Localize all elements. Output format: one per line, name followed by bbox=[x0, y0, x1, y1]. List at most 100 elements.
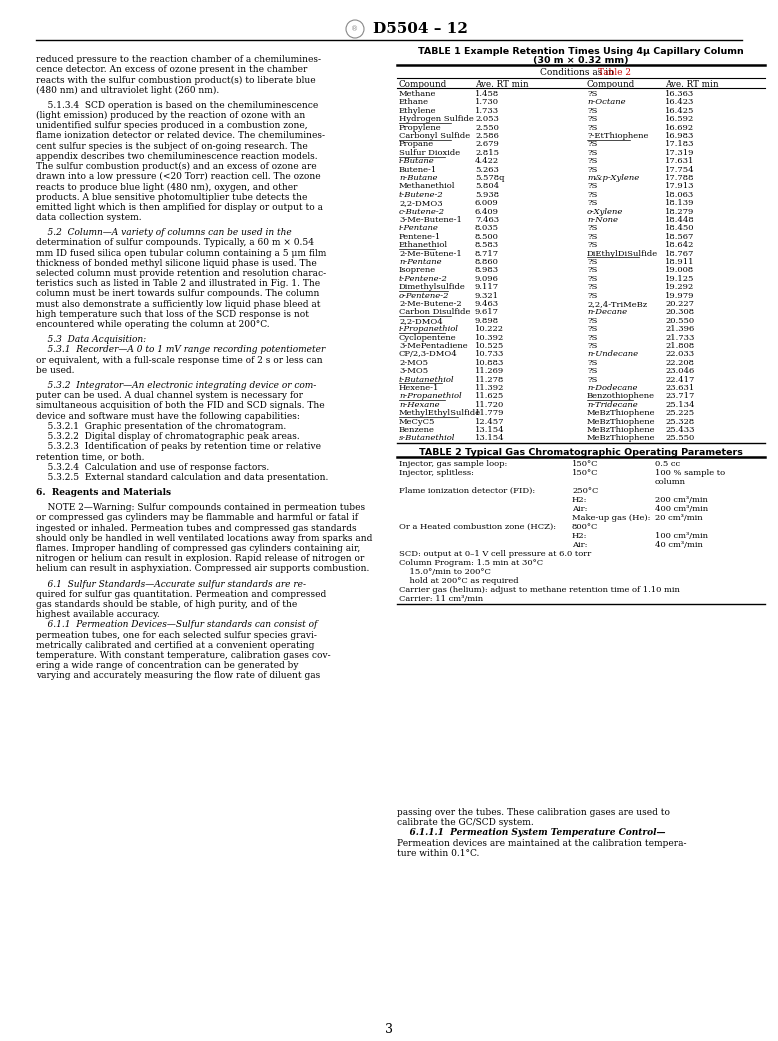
Text: NOTE 2—Warning: Sulfur compounds contained in permeation tubes: NOTE 2—Warning: Sulfur compounds contain… bbox=[36, 503, 365, 512]
Text: or compressed gas cylinders may be flammable and harmful or fatal if: or compressed gas cylinders may be flamm… bbox=[36, 513, 358, 523]
Text: H2:: H2: bbox=[572, 496, 587, 504]
Text: ?S: ?S bbox=[587, 266, 598, 275]
Text: n-Butane: n-Butane bbox=[399, 174, 437, 182]
Text: Compound: Compound bbox=[399, 80, 447, 88]
Text: Injector, splitless:: Injector, splitless: bbox=[399, 468, 474, 477]
Text: Methane: Methane bbox=[399, 90, 436, 98]
Text: 5.938: 5.938 bbox=[475, 191, 499, 199]
Text: 13.154: 13.154 bbox=[475, 426, 505, 434]
Text: ?S: ?S bbox=[587, 191, 598, 199]
Text: varying and accurately measuring the flow rate of diluent gas: varying and accurately measuring the flo… bbox=[36, 671, 321, 681]
Text: ?S: ?S bbox=[587, 116, 598, 123]
Text: Sulfur Dioxide: Sulfur Dioxide bbox=[399, 149, 460, 157]
Text: Injector, gas sample loop:: Injector, gas sample loop: bbox=[399, 460, 507, 467]
Text: 2-MO5: 2-MO5 bbox=[399, 359, 428, 366]
Text: helium can result in asphyxiation. Compressed air supports combustion.: helium can result in asphyxiation. Compr… bbox=[36, 564, 370, 574]
Text: ingested or inhaled. Permeation tubes and compressed gas standards: ingested or inhaled. Permeation tubes an… bbox=[36, 524, 356, 533]
Text: MethylEthylSulfide: MethylEthylSulfide bbox=[399, 409, 481, 417]
Text: products. A blue sensitive photomultiplier tube detects the: products. A blue sensitive photomultipli… bbox=[36, 193, 307, 202]
Text: highest available accuracy.: highest available accuracy. bbox=[36, 610, 159, 619]
Text: n-Octane: n-Octane bbox=[587, 99, 626, 106]
Text: unidentified sulfur species produced in a combustion zone,: unidentified sulfur species produced in … bbox=[36, 121, 307, 130]
Text: 18.063: 18.063 bbox=[665, 191, 694, 199]
Text: i-Pentane: i-Pentane bbox=[399, 225, 439, 232]
Text: 5.3.2  Integrator—An electronic integrating device or com-: 5.3.2 Integrator—An electronic integrati… bbox=[36, 381, 316, 390]
Text: 800°C: 800°C bbox=[572, 523, 598, 531]
Text: Benzene: Benzene bbox=[399, 426, 435, 434]
Text: ?S: ?S bbox=[587, 367, 598, 375]
Text: Isoprene: Isoprene bbox=[399, 266, 436, 275]
Text: calibrate the GC/SCD system.: calibrate the GC/SCD system. bbox=[397, 818, 534, 828]
Text: 2.550: 2.550 bbox=[475, 124, 499, 131]
Text: 2-Me-Butene-1: 2-Me-Butene-1 bbox=[399, 250, 462, 257]
Text: 8.983: 8.983 bbox=[475, 266, 499, 275]
Text: 19.125: 19.125 bbox=[665, 275, 695, 283]
Text: quired for sulfur gas quantitation. Permeation and compressed: quired for sulfur gas quantitation. Perm… bbox=[36, 590, 326, 599]
Text: 250°C: 250°C bbox=[572, 487, 598, 494]
Text: s-Butanethiol: s-Butanethiol bbox=[399, 434, 455, 442]
Text: 9.463: 9.463 bbox=[475, 300, 499, 308]
Text: c-Butene-2: c-Butene-2 bbox=[399, 207, 445, 215]
Text: cent sulfur species is the subject of on-going research. The: cent sulfur species is the subject of on… bbox=[36, 142, 308, 151]
Text: emitted light which is then amplified for display or output to a: emitted light which is then amplified fo… bbox=[36, 203, 323, 211]
Text: MeBzThiophene: MeBzThiophene bbox=[587, 434, 656, 442]
Text: Carbonyl Sulfide: Carbonyl Sulfide bbox=[399, 132, 470, 139]
Text: MeCyC5: MeCyC5 bbox=[399, 417, 436, 426]
Text: 5.263: 5.263 bbox=[475, 166, 499, 174]
Text: Column Program: 1.5 min at 30°C: Column Program: 1.5 min at 30°C bbox=[399, 559, 543, 566]
Text: 6.1  Sulfur Standards—Accurate sulfur standards are re-: 6.1 Sulfur Standards—Accurate sulfur sta… bbox=[36, 580, 306, 588]
Text: 0.5 cc: 0.5 cc bbox=[655, 460, 680, 467]
Text: selected column must provide retention and resolution charac-: selected column must provide retention a… bbox=[36, 269, 326, 278]
Text: MeBzThiophene: MeBzThiophene bbox=[587, 426, 656, 434]
Text: 1.733: 1.733 bbox=[475, 107, 499, 115]
Text: temperature. With constant temperature, calibration gases cov-: temperature. With constant temperature, … bbox=[36, 651, 331, 660]
Text: 6.  Reagents and Materials: 6. Reagents and Materials bbox=[36, 488, 171, 497]
Text: 11.720: 11.720 bbox=[475, 401, 504, 409]
Text: 10.525: 10.525 bbox=[475, 342, 504, 350]
Text: n-Hexane: n-Hexane bbox=[399, 401, 440, 409]
Text: 1.458: 1.458 bbox=[475, 90, 499, 98]
Text: 22.208: 22.208 bbox=[665, 359, 694, 366]
Text: Or a Heated combustion zone (HCZ):: Or a Heated combustion zone (HCZ): bbox=[399, 523, 556, 531]
Text: 5.3.2.5  External standard calculation and data presentation.: 5.3.2.5 External standard calculation an… bbox=[36, 473, 328, 482]
Text: metrically calibrated and certified at a convenient operating: metrically calibrated and certified at a… bbox=[36, 641, 314, 650]
Text: D5504 – 12: D5504 – 12 bbox=[373, 22, 468, 36]
Text: 5.3.2.3  Identification of peaks by retention time or relative: 5.3.2.3 Identification of peaks by reten… bbox=[36, 442, 321, 451]
Text: 5.3.2.1  Graphic presentation of the chromatogram.: 5.3.2.1 Graphic presentation of the chro… bbox=[36, 422, 286, 431]
Text: Dimethylsulfide: Dimethylsulfide bbox=[399, 283, 466, 291]
Text: 18.567: 18.567 bbox=[665, 233, 695, 240]
Text: 17.631: 17.631 bbox=[665, 157, 695, 166]
Text: hold at 200°C as required: hold at 200°C as required bbox=[399, 577, 519, 585]
Text: Make-up gas (He):: Make-up gas (He): bbox=[572, 514, 650, 522]
Text: 12.457: 12.457 bbox=[475, 417, 504, 426]
Text: high temperature such that loss of the SCD response is not: high temperature such that loss of the S… bbox=[36, 310, 309, 319]
Text: simultaneous acquisition of both the FID and SCD signals. The: simultaneous acquisition of both the FID… bbox=[36, 402, 324, 410]
Text: 16.692: 16.692 bbox=[665, 124, 694, 131]
Text: Ethane: Ethane bbox=[399, 99, 429, 106]
Text: CP/2,3-DMO4: CP/2,3-DMO4 bbox=[399, 351, 457, 358]
Text: ?S: ?S bbox=[587, 342, 598, 350]
Text: nitrogen or helium can result in explosion. Rapid release of nitrogen or: nitrogen or helium can result in explosi… bbox=[36, 554, 364, 563]
Text: 9.117: 9.117 bbox=[475, 283, 499, 291]
Text: 8.035: 8.035 bbox=[475, 225, 499, 232]
Text: flame ionization detector or related device. The chemilumines-: flame ionization detector or related dev… bbox=[36, 131, 325, 141]
Text: n-Tridecane: n-Tridecane bbox=[587, 401, 638, 409]
Text: 21.733: 21.733 bbox=[665, 333, 695, 341]
Text: 10.392: 10.392 bbox=[475, 333, 504, 341]
Text: 100 cm³/min: 100 cm³/min bbox=[655, 532, 708, 540]
Text: 400 cm³/min: 400 cm³/min bbox=[655, 505, 708, 513]
Text: n-Propanethiol: n-Propanethiol bbox=[399, 392, 461, 401]
Text: gas standards should be stable, of high purity, and of the: gas standards should be stable, of high … bbox=[36, 600, 297, 609]
Text: 2.815: 2.815 bbox=[475, 149, 499, 157]
Text: retention time, or both.: retention time, or both. bbox=[36, 453, 145, 461]
Text: 5.2  Column—A variety of columns can be used in the: 5.2 Column—A variety of columns can be u… bbox=[36, 228, 292, 237]
Text: 8.583: 8.583 bbox=[475, 242, 499, 249]
Text: 8.717: 8.717 bbox=[475, 250, 499, 257]
Text: 6.1.1  Permeation Devices—Sulfur standards can consist of: 6.1.1 Permeation Devices—Sulfur standard… bbox=[36, 620, 317, 630]
Text: TABLE 2 Typical Gas Chromatographic Operating Parameters: TABLE 2 Typical Gas Chromatographic Oper… bbox=[419, 448, 743, 457]
Text: 20.308: 20.308 bbox=[665, 308, 694, 316]
Text: 10.733: 10.733 bbox=[475, 351, 504, 358]
Text: 11.625: 11.625 bbox=[475, 392, 504, 401]
Text: 9.096: 9.096 bbox=[475, 275, 499, 283]
Text: ?S: ?S bbox=[587, 225, 598, 232]
